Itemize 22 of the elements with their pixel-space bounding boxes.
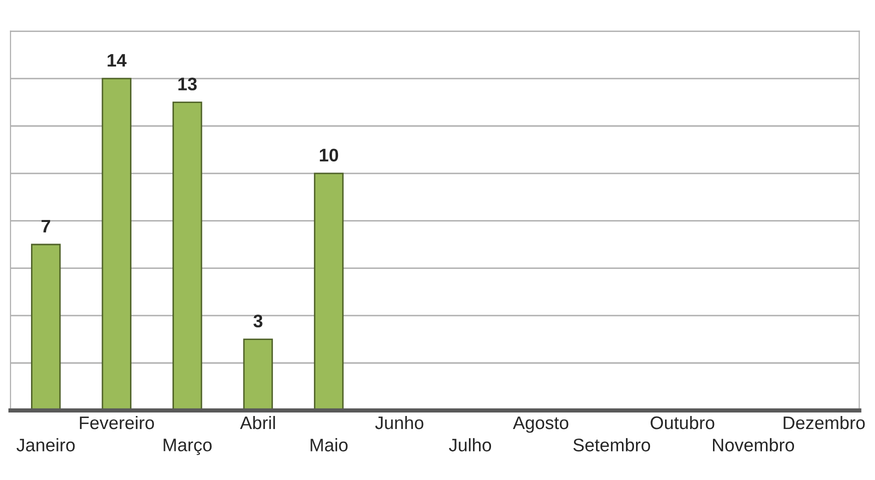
x-tick-label: Fevereiro [80, 416, 154, 430]
x-tick-label: Novembro [712, 438, 794, 452]
x-tick-label: Abril [240, 416, 275, 430]
data-label: 13 [178, 78, 197, 90]
x-tick-label: Dezembro [784, 416, 865, 430]
x-tick-label: Junho [375, 416, 424, 430]
bar [314, 172, 344, 410]
x-tick-label: Agosto [512, 416, 568, 433]
bar [172, 102, 202, 410]
x-tick-label: Março [164, 438, 212, 456]
x-tick-label: Outubro [650, 416, 714, 430]
bar [243, 338, 273, 410]
data-label: 10 [320, 148, 338, 162]
x-tick-label: Setembro [573, 438, 650, 452]
bar [31, 244, 61, 410]
data-label: 7 [42, 220, 50, 232]
x-tick-label: Julho [448, 438, 492, 452]
x-tick-label: Maio [310, 438, 348, 452]
bar [102, 78, 132, 410]
x-tick-label: Janeiro [16, 438, 75, 452]
data-label: 14 [108, 54, 127, 67]
data-label: 3 [253, 314, 262, 328]
